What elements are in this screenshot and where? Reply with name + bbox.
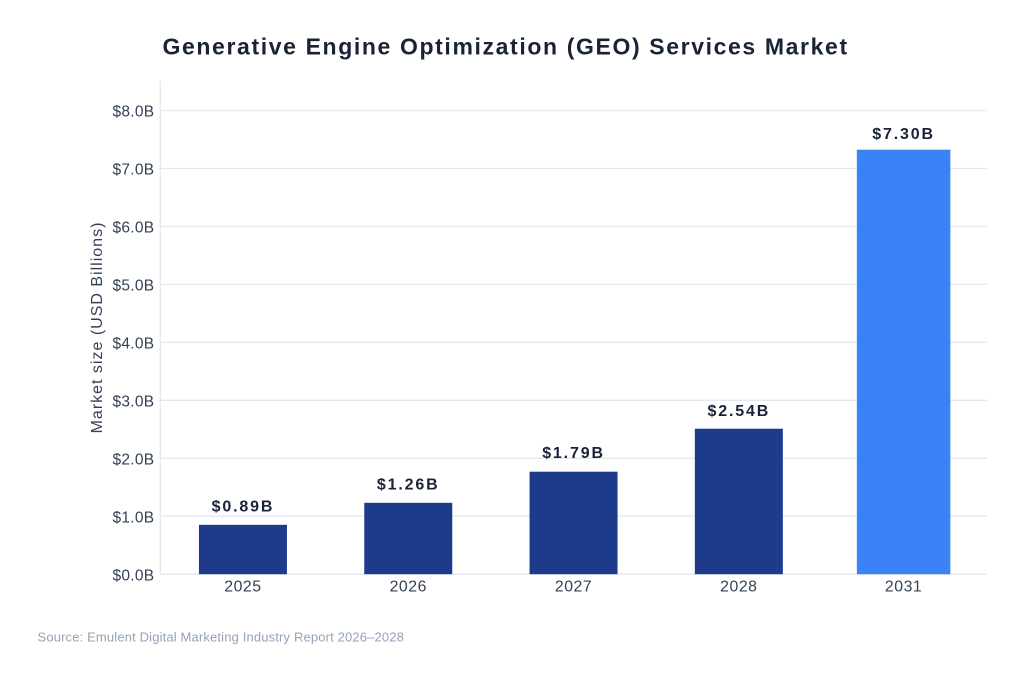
- svg-text:$1.79B: $1.79B: [542, 445, 605, 462]
- svg-text:$1.26B: $1.26B: [377, 476, 440, 493]
- svg-text:$8.0B: $8.0B: [113, 104, 155, 121]
- svg-text:$4.0B: $4.0B: [113, 336, 155, 353]
- svg-text:$2.54B: $2.54B: [707, 403, 770, 420]
- svg-text:$3.0B: $3.0B: [113, 394, 155, 411]
- svg-text:2027: 2027: [555, 579, 592, 596]
- svg-text:$1.0B: $1.0B: [113, 509, 155, 526]
- svg-text:$0.89B: $0.89B: [212, 498, 275, 515]
- svg-text:$6.0B: $6.0B: [113, 220, 155, 237]
- svg-text:$2.0B: $2.0B: [113, 452, 155, 469]
- svg-text:2031: 2031: [885, 579, 922, 596]
- svg-text:2025: 2025: [224, 579, 261, 596]
- svg-text:Source: Emulent Digital Market: Source: Emulent Digital Marketing Indust…: [38, 630, 405, 645]
- svg-text:$5.0B: $5.0B: [113, 278, 155, 295]
- svg-text:Generative Engine Optimization: Generative Engine Optimization (GEO) Ser…: [162, 34, 848, 60]
- svg-text:$7.0B: $7.0B: [113, 162, 155, 179]
- svg-text:Market size (USD Billions): Market size (USD Billions): [89, 222, 106, 434]
- svg-text:$7.30B: $7.30B: [872, 126, 935, 143]
- svg-text:2026: 2026: [390, 579, 427, 596]
- svg-text:2028: 2028: [720, 579, 757, 596]
- svg-text:$0.0B: $0.0B: [113, 567, 155, 584]
